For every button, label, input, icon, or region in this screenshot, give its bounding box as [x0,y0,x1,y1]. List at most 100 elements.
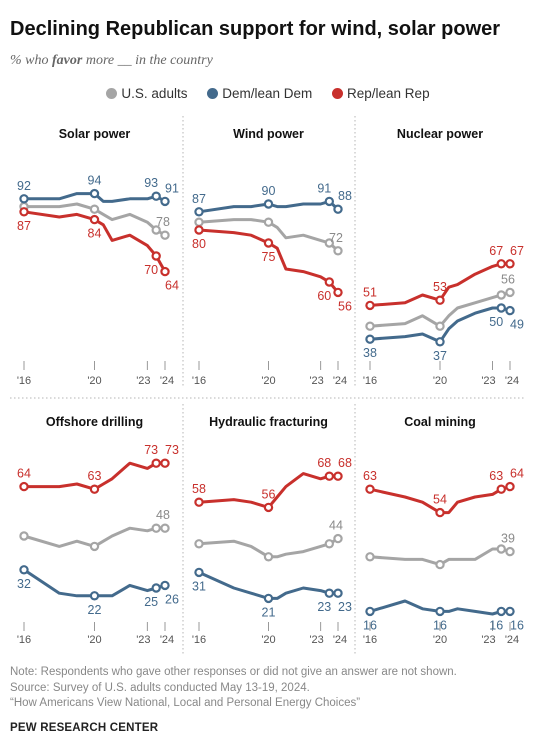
panel-coal-mining: Coal mining '16 '20 '23 '24 39 16 16 16 16 63 54 63 6… [363,415,524,646]
data-label-rep-lean-rep: 60 [317,289,331,303]
data-point-u-s-adults [19,531,29,541]
data-label-dem-lean-dem: 16 [510,618,524,632]
data-point-rep-lean-rep [496,259,506,269]
footer-report: “How Americans View National, Local and … [10,697,361,709]
data-label-rep-lean-rep: 75 [262,250,276,264]
data-point-u-s-adults [324,238,335,248]
data-label-dem-lean-dem: 16 [489,618,503,632]
data-label-u-s-adults: 44 [329,519,343,533]
data-point-dem-lean-dem [333,204,343,214]
legend-item-us-adults: U.S. adults [106,86,187,101]
data-label-dem-lean-dem: 94 [88,174,102,188]
data-label-rep-lean-rep: 73 [165,443,179,457]
data-point-u-s-adults [151,225,161,235]
data-point-dem-lean-dem [505,606,515,617]
footer-notes: Note: Respondents who gave other respons… [10,665,457,712]
data-point-rep-lean-rep [435,295,445,305]
brand-logo-text: PEW RESEARCH CENTER [10,722,159,734]
data-label-dem-lean-dem: 49 [510,318,524,332]
data-point-dem-lean-dem [324,588,335,598]
data-label-dem-lean-dem: 32 [17,577,31,591]
panel-nuclear-power: Nuclear power '16 '20 '23 '24 56 38 37 50 49 51 53 6… [363,127,524,387]
data-point-dem-lean-dem [151,583,161,593]
x-tick-label: '23 [136,634,150,646]
data-label-u-s-adults: 78 [156,215,170,229]
x-tick-label: '16 [192,375,206,387]
data-point-rep-lean-rep [89,214,100,225]
data-label-dem-lean-dem: 23 [338,600,352,614]
series-line-rep-lean-rep [368,485,512,515]
data-point-dem-lean-dem [194,567,204,578]
data-label-dem-lean-dem: 92 [17,179,31,193]
data-point-u-s-adults [263,217,274,227]
data-label-rep-lean-rep: 56 [262,487,276,501]
data-point-rep-lean-rep [160,266,170,277]
data-point-rep-lean-rep [333,287,343,298]
data-point-u-s-adults [505,287,515,298]
data-label-dem-lean-dem: 91 [165,181,179,195]
data-label-u-s-adults: 48 [156,508,170,522]
data-label-dem-lean-dem: 93 [144,176,158,190]
data-point-rep-lean-rep [151,458,161,468]
x-tick-label: '24 [505,375,519,387]
panel-hydraulic-fracturing: Hydraulic fracturing '16 '20 '23 '24 44 31 21 23… [192,415,352,646]
data-label-dem-lean-dem: 31 [192,579,206,593]
data-label-rep-lean-rep: 51 [363,285,377,299]
data-point-u-s-adults [496,544,506,554]
subtitle-emphasis: favor [52,53,83,68]
data-label-dem-lean-dem: 37 [433,349,447,363]
panel-title: Offshore drilling [46,415,143,429]
panel-title: Coal mining [404,415,476,429]
series-line-rep-lean-rep [22,461,167,491]
data-label-rep-lean-rep: 63 [88,469,102,483]
data-label-rep-lean-rep: 67 [489,244,503,258]
series-line-rep-lean-rep [22,210,167,274]
x-tick-label: '20 [433,375,447,387]
data-label-dem-lean-dem: 22 [88,603,102,617]
legend: U.S. adults Dem/lean Dem Rep/lean Rep [0,86,536,101]
data-point-dem-lean-dem [435,337,445,347]
x-tick-label: '23 [136,375,150,387]
data-point-dem-lean-dem [263,199,274,209]
chart-subtitle: % who favor more __ in the country [10,53,213,69]
subtitle-suffix: more __ in the country [82,53,213,68]
data-label-dem-lean-dem: 90 [262,184,276,198]
data-point-u-s-adults [160,230,170,240]
x-tick-label: '23 [309,634,323,646]
data-point-rep-lean-rep [194,497,204,507]
data-label-rep-lean-rep: 80 [192,237,206,251]
data-point-u-s-adults [496,290,506,300]
x-tick-label: '24 [160,634,174,646]
data-point-u-s-adults [194,539,204,549]
panel-wind-power: Wind power '16 '20 '23 '24 72 87 90 91 88 80 75 60 56 [192,127,352,387]
data-label-rep-lean-rep: 63 [363,469,377,483]
data-point-rep-lean-rep [160,458,170,468]
data-point-dem-lean-dem [89,591,100,601]
data-point-dem-lean-dem [160,196,170,207]
data-point-rep-lean-rep [89,484,100,494]
panel-title: Hydraulic fracturing [209,415,328,429]
data-label-dem-lean-dem: 38 [363,346,377,360]
chart-title: Declining Republican support for wind, s… [10,18,501,40]
legend-swatch-dem [207,88,219,99]
x-tick-label: '20 [261,634,275,646]
data-label-rep-lean-rep: 64 [510,467,524,481]
data-point-dem-lean-dem [19,194,29,204]
x-tick-label: '16 [363,634,377,646]
data-label-dem-lean-dem: 87 [192,192,206,206]
data-label-rep-lean-rep: 87 [17,219,31,233]
data-label-rep-lean-rep: 68 [317,456,331,470]
data-label-rep-lean-rep: 84 [88,227,102,241]
subtitle-prefix: % who [10,53,52,68]
panel-title: Solar power [59,127,131,141]
panel-offshore-drilling: Offshore drilling '16 '20 '23 '24 48 32 22 25 26 6… [17,415,179,646]
data-point-u-s-adults [89,541,100,552]
data-point-u-s-adults [263,552,274,562]
data-label-dem-lean-dem: 16 [363,618,377,632]
panel-solar-power: Solar power '16 '20 '23 '24 78 92 94 93 91 87 84 70 6… [17,127,179,387]
x-tick-label: '16 [192,634,206,646]
data-point-u-s-adults [89,204,100,214]
footer-note: Note: Respondents who gave other respons… [10,666,457,678]
data-point-rep-lean-rep [333,471,343,481]
data-point-u-s-adults [365,321,375,331]
